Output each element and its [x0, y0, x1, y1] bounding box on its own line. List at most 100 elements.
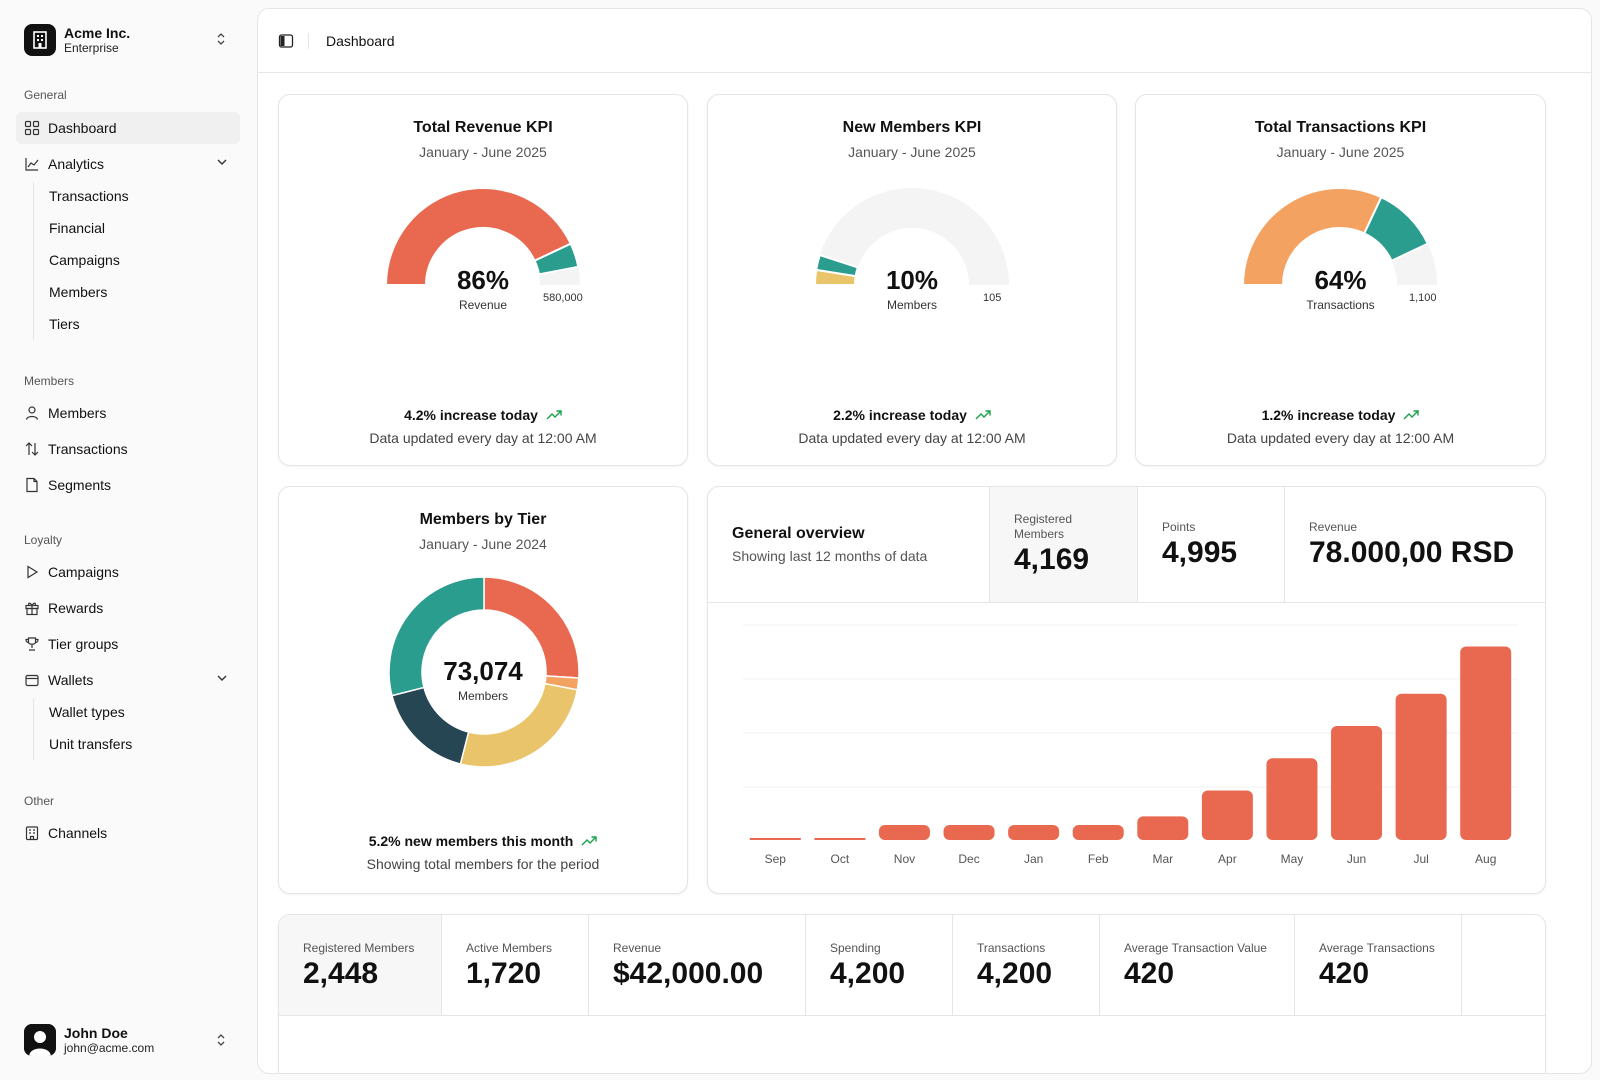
- org-plan: Enterprise: [64, 41, 119, 55]
- user-name: John Doe: [64, 1025, 128, 1041]
- avatar: [24, 1024, 56, 1056]
- trending-up-icon: [581, 836, 597, 846]
- trend-row: 1.2% increase today: [1136, 407, 1545, 423]
- grid-icon: [24, 120, 40, 136]
- x-tick-label: Mar: [1152, 852, 1173, 866]
- card-subtitle: January - June 2024: [419, 536, 547, 552]
- summary-stat-revenue[interactable]: Revenue $42,000.00: [589, 915, 806, 1015]
- org-name: Acme Inc.: [64, 25, 131, 41]
- overview-stat-registered[interactable]: Registered Members 4,169: [989, 487, 1137, 602]
- org-switcher[interactable]: Acme Inc. Enterprise: [16, 16, 240, 64]
- gauge-max-label: 105: [983, 292, 1002, 304]
- stat-label: Average Transaction Value: [1124, 941, 1267, 955]
- trend-text: 5.2% new members this month: [368, 833, 574, 849]
- sidebar-item-label: Analytics: [48, 156, 105, 172]
- chevron-down-icon[interactable]: [216, 672, 228, 684]
- breadcrumb[interactable]: Dashboard: [326, 33, 395, 49]
- x-tick-label: Dec: [958, 852, 979, 866]
- card-footer: Data updated every day at 12:00 AM: [1226, 430, 1455, 446]
- bar-mar: [1137, 816, 1189, 840]
- user-menu[interactable]: John Doe john@acme.com: [16, 1016, 240, 1064]
- x-tick-label: May: [1281, 852, 1304, 866]
- stat-label: Revenue: [613, 941, 662, 955]
- summary-stat-avg-transactions[interactable]: Average Transactions 420: [1295, 915, 1462, 1015]
- summary-stats-card: Registered Members 2,448 Active Members …: [278, 914, 1546, 1073]
- sidebar-subitem-unit-transfers[interactable]: Unit transfers: [49, 736, 133, 752]
- trophy-icon: [24, 636, 40, 652]
- stat-label: Spending: [830, 941, 881, 955]
- stat-value: 4,995: [1162, 536, 1238, 569]
- kpi-card-members: New Members KPI January - June 2025 10% …: [707, 94, 1117, 466]
- sidebar-subitem-wallet-types[interactable]: Wallet types: [49, 704, 125, 720]
- user-icon: [24, 405, 40, 421]
- sidebar: Acme Inc. Enterprise General Dashboard A…: [0, 0, 256, 1080]
- gauge-chart: [384, 187, 580, 286]
- stat-value: 78.000,00 RSD: [1309, 536, 1515, 569]
- sidebar-toggle-icon[interactable]: [278, 33, 294, 49]
- sidebar-item-analytics[interactable]: Analytics: [16, 148, 240, 180]
- trend-row: 2.2% increase today: [708, 407, 1116, 423]
- card-subtitle: January - June 2025: [848, 144, 976, 160]
- topbar: Dashboard: [258, 9, 1591, 73]
- summary-stat-spending[interactable]: Spending 4,200: [806, 915, 953, 1015]
- gauge-chart: [1241, 187, 1437, 286]
- donut-total: 73,074: [443, 656, 523, 686]
- sidebar-item-label: Transactions: [48, 441, 128, 457]
- trend-text: 1.2% increase today: [1261, 407, 1396, 423]
- card-title: Members by Tier: [419, 511, 547, 528]
- sidebar-item-label: Channels: [48, 825, 108, 841]
- summary-stat-avg-transaction-value[interactable]: Average Transaction Value 420: [1100, 915, 1295, 1015]
- donut-unit: Members: [457, 689, 508, 703]
- x-tick-label: Apr: [1218, 852, 1237, 866]
- stat-label: Points: [1162, 520, 1196, 534]
- chevrons-up-down-icon: [217, 33, 225, 45]
- sidebar-subitem-members[interactable]: Members: [49, 284, 108, 300]
- sidebar-item-segments[interactable]: Segments: [16, 469, 240, 501]
- gauge-value: 86%: [456, 265, 510, 295]
- sidebar-item-members[interactable]: Members: [16, 397, 240, 429]
- x-tick-label: Jul: [1413, 852, 1428, 866]
- bar-jan: [1008, 824, 1060, 840]
- sidebar-item-wallets[interactable]: Wallets: [16, 664, 240, 696]
- stat-label: Transactions: [977, 941, 1046, 955]
- stat-label: Active Members: [466, 941, 553, 955]
- sidebar-item-transactions[interactable]: Transactions: [16, 433, 240, 465]
- gauge-track: [815, 188, 1009, 285]
- gauge-max-label: 1,100: [1409, 292, 1437, 304]
- kpi-card-transactions: Total Transactions KPI January - June 20…: [1135, 94, 1546, 466]
- trend-text: 2.2% increase today: [833, 407, 967, 423]
- stat-value: 420: [1124, 957, 1175, 990]
- divider: [279, 1015, 1545, 1016]
- sidebar-item-label: Rewards: [48, 600, 104, 616]
- sidebar-item-label: Dashboard: [48, 120, 117, 136]
- sidebar-item-channels[interactable]: Channels: [16, 817, 240, 849]
- sidebar-item-dashboard[interactable]: Dashboard: [16, 112, 240, 144]
- sidebar-subitem-tiers[interactable]: Tiers: [49, 316, 80, 332]
- sidebar-item-rewards[interactable]: Rewards: [16, 592, 240, 624]
- sidebar-item-campaigns[interactable]: Campaigns: [16, 556, 240, 588]
- stat-value: 420: [1319, 957, 1370, 990]
- line-chart-icon: [24, 156, 40, 172]
- group-label-general: General: [24, 88, 67, 102]
- stat-value: 4,200: [830, 957, 906, 990]
- bar-sep: [749, 838, 801, 840]
- sidebar-subitem-transactions[interactable]: Transactions: [49, 188, 129, 204]
- trending-up-icon: [1403, 410, 1420, 420]
- sidebar-item-tier-groups[interactable]: Tier groups: [16, 628, 240, 660]
- summary-stat-registered-members[interactable]: Registered Members 2,448: [279, 915, 442, 1015]
- sidebar-subitem-campaigns[interactable]: Campaigns: [49, 252, 120, 268]
- stat-value: $42,000.00: [613, 957, 764, 990]
- submenu-line: [33, 698, 34, 760]
- user-email: john@acme.com: [64, 1041, 155, 1055]
- sidebar-subitem-financial[interactable]: Financial: [49, 220, 106, 236]
- overview-stat-revenue[interactable]: Revenue 78.000,00 RSD: [1284, 487, 1547, 602]
- x-tick-label: Jan: [1024, 852, 1043, 866]
- file-icon: [24, 477, 40, 493]
- overview-stat-points[interactable]: Points 4,995: [1137, 487, 1284, 602]
- stat-label: Registered Members: [1014, 512, 1073, 541]
- chevron-down-icon[interactable]: [216, 156, 228, 168]
- summary-stat-active-members[interactable]: Active Members 1,720: [442, 915, 589, 1015]
- card-footer: Data updated every day at 12:00 AM: [369, 430, 597, 446]
- summary-stat-transactions[interactable]: Transactions 4,200: [953, 915, 1100, 1015]
- sidebar-item-label: Segments: [48, 477, 112, 493]
